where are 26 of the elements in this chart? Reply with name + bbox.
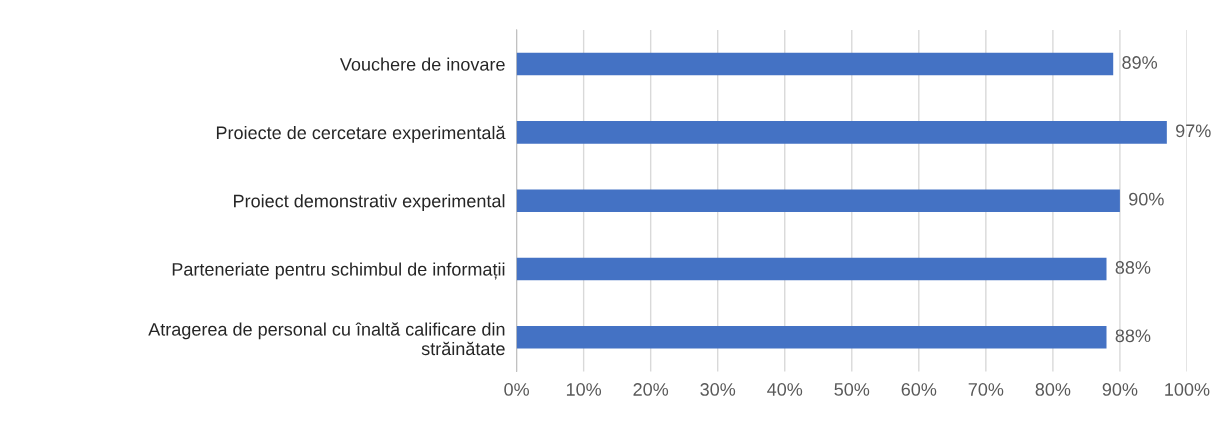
x-tick-label: 50% [834,383,870,396]
x-tick-label: 10% [566,383,602,396]
bar [516,189,1120,212]
bar [516,257,1107,281]
data-label: 97% [1176,124,1211,138]
x-tick-label: 80% [1035,383,1071,396]
y-tick-label: Parteneriate pentru schimbul de informații [172,262,505,280]
data-label: 88% [1115,261,1151,274]
data-label: 88% [1115,329,1151,343]
y-tick-label: Proiect demonstrativ experimental [234,194,505,211]
x-tick-label: 90% [1102,383,1138,396]
bar [516,52,1114,76]
data-label: 89% [1122,56,1158,69]
y-tick-label: Proiecte de cercetare experimentală [216,125,506,143]
y-tick-label: Vouchere de inovare [339,57,505,71]
y-tick-label: Atragerea de personal cu înaltă calificare din străinătate [148,322,505,356]
x-tick-label: 30% [700,383,736,396]
x-tick-label: 100% [1165,383,1210,396]
x-tick-label: 40% [767,383,803,396]
bar [516,121,1167,144]
x-tick-label: 60% [901,383,937,396]
x-tick-label: 70% [968,383,1004,396]
bar [516,326,1107,349]
x-tick-label: 0% [504,383,530,396]
data-label: 90% [1129,192,1164,206]
x-tick-label: 20% [633,383,669,396]
